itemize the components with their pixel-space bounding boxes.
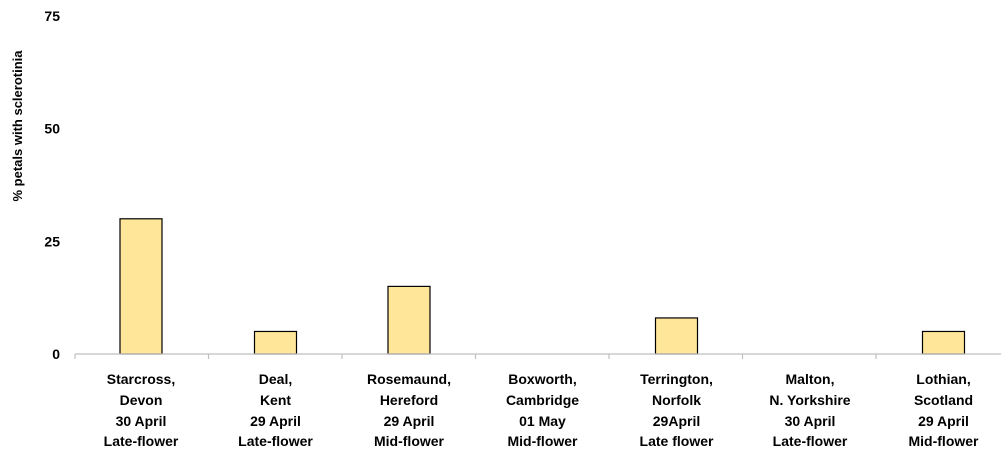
bar bbox=[387, 285, 431, 355]
y-tick-label: 75 bbox=[44, 8, 60, 24]
y-tick-label: 0 bbox=[52, 346, 60, 362]
x-tick-label: Malton, N. Yorkshire 30 April Late-flower bbox=[769, 371, 850, 449]
x-tick-label: Boxworth, Cambridge 01 May Mid-flower bbox=[506, 371, 579, 449]
x-tick-label: Terrington, Norfolk 29April Late flower bbox=[640, 371, 714, 449]
bar bbox=[654, 317, 699, 355]
y-tick-label: 50 bbox=[44, 121, 60, 137]
bar bbox=[119, 218, 163, 355]
x-tick-label: Lothian, Scotland 29 April Mid-flower bbox=[909, 371, 980, 449]
y-tick-label: 25 bbox=[44, 233, 60, 249]
y-axis-ticks: 0 25 50 75 bbox=[44, 8, 60, 362]
bar bbox=[253, 330, 298, 355]
x-axis-labels: Starcross, Devon 30 April Late-flower Deal, K… bbox=[104, 371, 979, 449]
x-tick-label: Starcross, Devon 30 April Late-flower bbox=[104, 371, 179, 449]
x-axis-tickmarks bbox=[74, 354, 877, 359]
bars bbox=[119, 218, 966, 355]
bar bbox=[921, 330, 966, 355]
x-tick-label: Deal, Kent 29 April Late-flower bbox=[238, 371, 313, 449]
x-tick-label: Rosemaund, Hereford 29 April Mid-flower bbox=[367, 371, 451, 449]
y-axis-title: % petals with sclerotinia bbox=[10, 50, 25, 202]
